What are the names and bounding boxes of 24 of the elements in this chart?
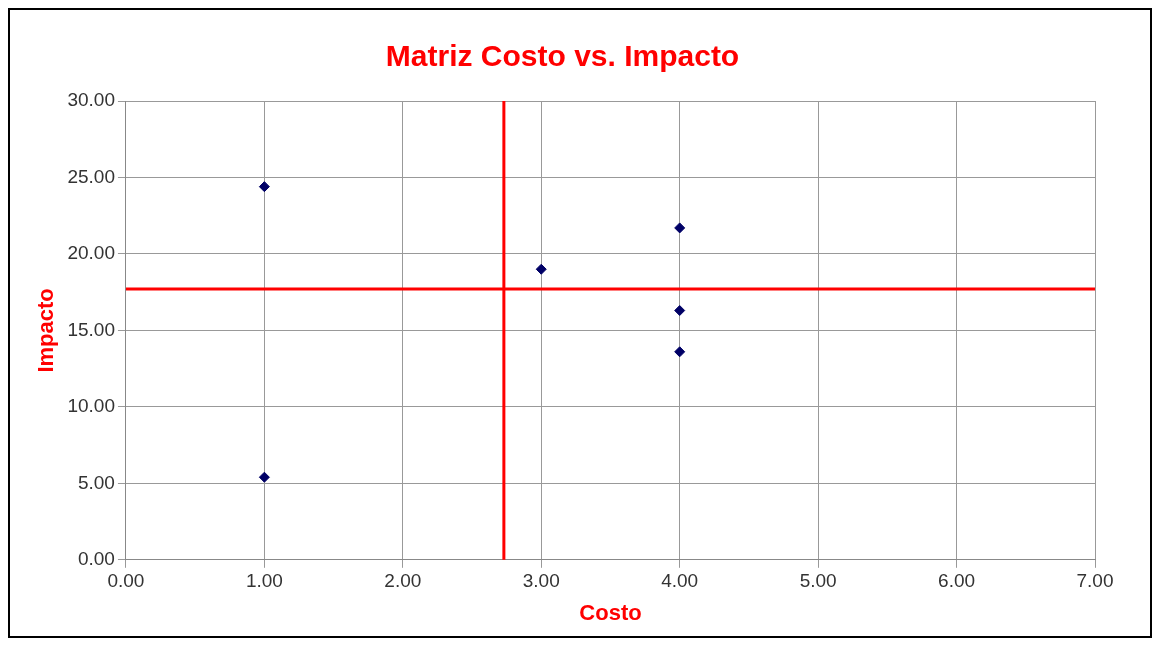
y-tick-label: 5.00	[77, 471, 115, 493]
y-tick-label: 0.00	[77, 548, 115, 570]
point	[258, 181, 270, 193]
y-tick-label: 20.00	[67, 242, 115, 264]
x-tick-label: 7.00	[1076, 570, 1114, 592]
y-tick-label: 10.00	[67, 395, 115, 417]
y-axis-title: Impacto	[33, 288, 59, 373]
x-tick-label: 2.00	[384, 570, 422, 592]
x-tick-label: 5.00	[799, 570, 837, 592]
x-tick-label: 1.00	[245, 570, 283, 592]
x-tick-label: 0.00	[107, 570, 145, 592]
point	[674, 222, 686, 234]
point	[535, 263, 547, 275]
point	[674, 305, 686, 317]
y-tick-label: 25.00	[67, 165, 115, 187]
y-tick-label: 30.00	[67, 89, 115, 111]
x-axis-title: Costo	[579, 599, 642, 625]
point	[258, 471, 270, 483]
chart-title: Matriz Costo vs. Impacto	[385, 39, 740, 73]
x-tick-label: 6.00	[938, 570, 976, 592]
point	[674, 346, 686, 358]
x-tick-label: 4.00	[661, 570, 699, 592]
y-tick-label: 15.00	[67, 318, 115, 340]
x-tick-label: 3.00	[522, 570, 560, 592]
